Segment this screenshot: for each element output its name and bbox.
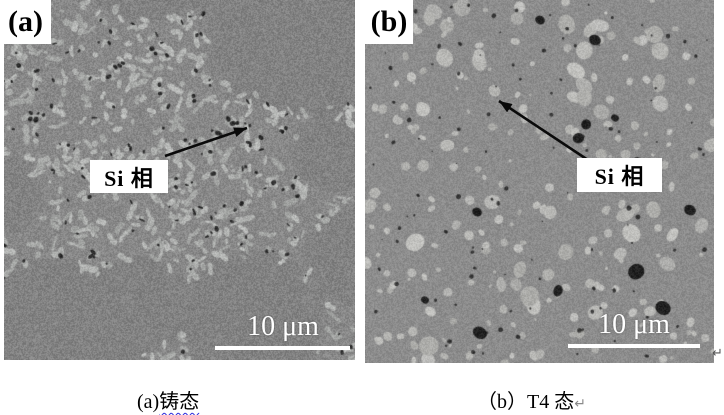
- scale-label-b: 10 μm: [598, 309, 670, 340]
- paragraph-return-icon: ↵: [712, 346, 723, 361]
- caption-a-prefix: (a): [137, 391, 160, 413]
- panel-label-b: (b): [365, 0, 413, 44]
- caption-a-term: 铸态: [159, 391, 200, 413]
- scale-label-a: 10 μm: [247, 311, 319, 342]
- caption-b-return-icon: ↵: [574, 396, 586, 412]
- caption-a: (a)铸态: [137, 385, 199, 414]
- scale-bar-a: [215, 346, 350, 350]
- panel-label-a: (a): [0, 0, 51, 44]
- caption-b-text: （b）T4 态: [477, 391, 575, 413]
- annotation-si-phase-b: Si 相: [577, 158, 662, 192]
- scale-bar-b: [568, 344, 700, 348]
- annotation-si-phase-a: Si 相: [90, 160, 168, 193]
- sem-micrograph-a: [4, 0, 355, 360]
- caption-b: （b）T4 态↵: [477, 385, 586, 414]
